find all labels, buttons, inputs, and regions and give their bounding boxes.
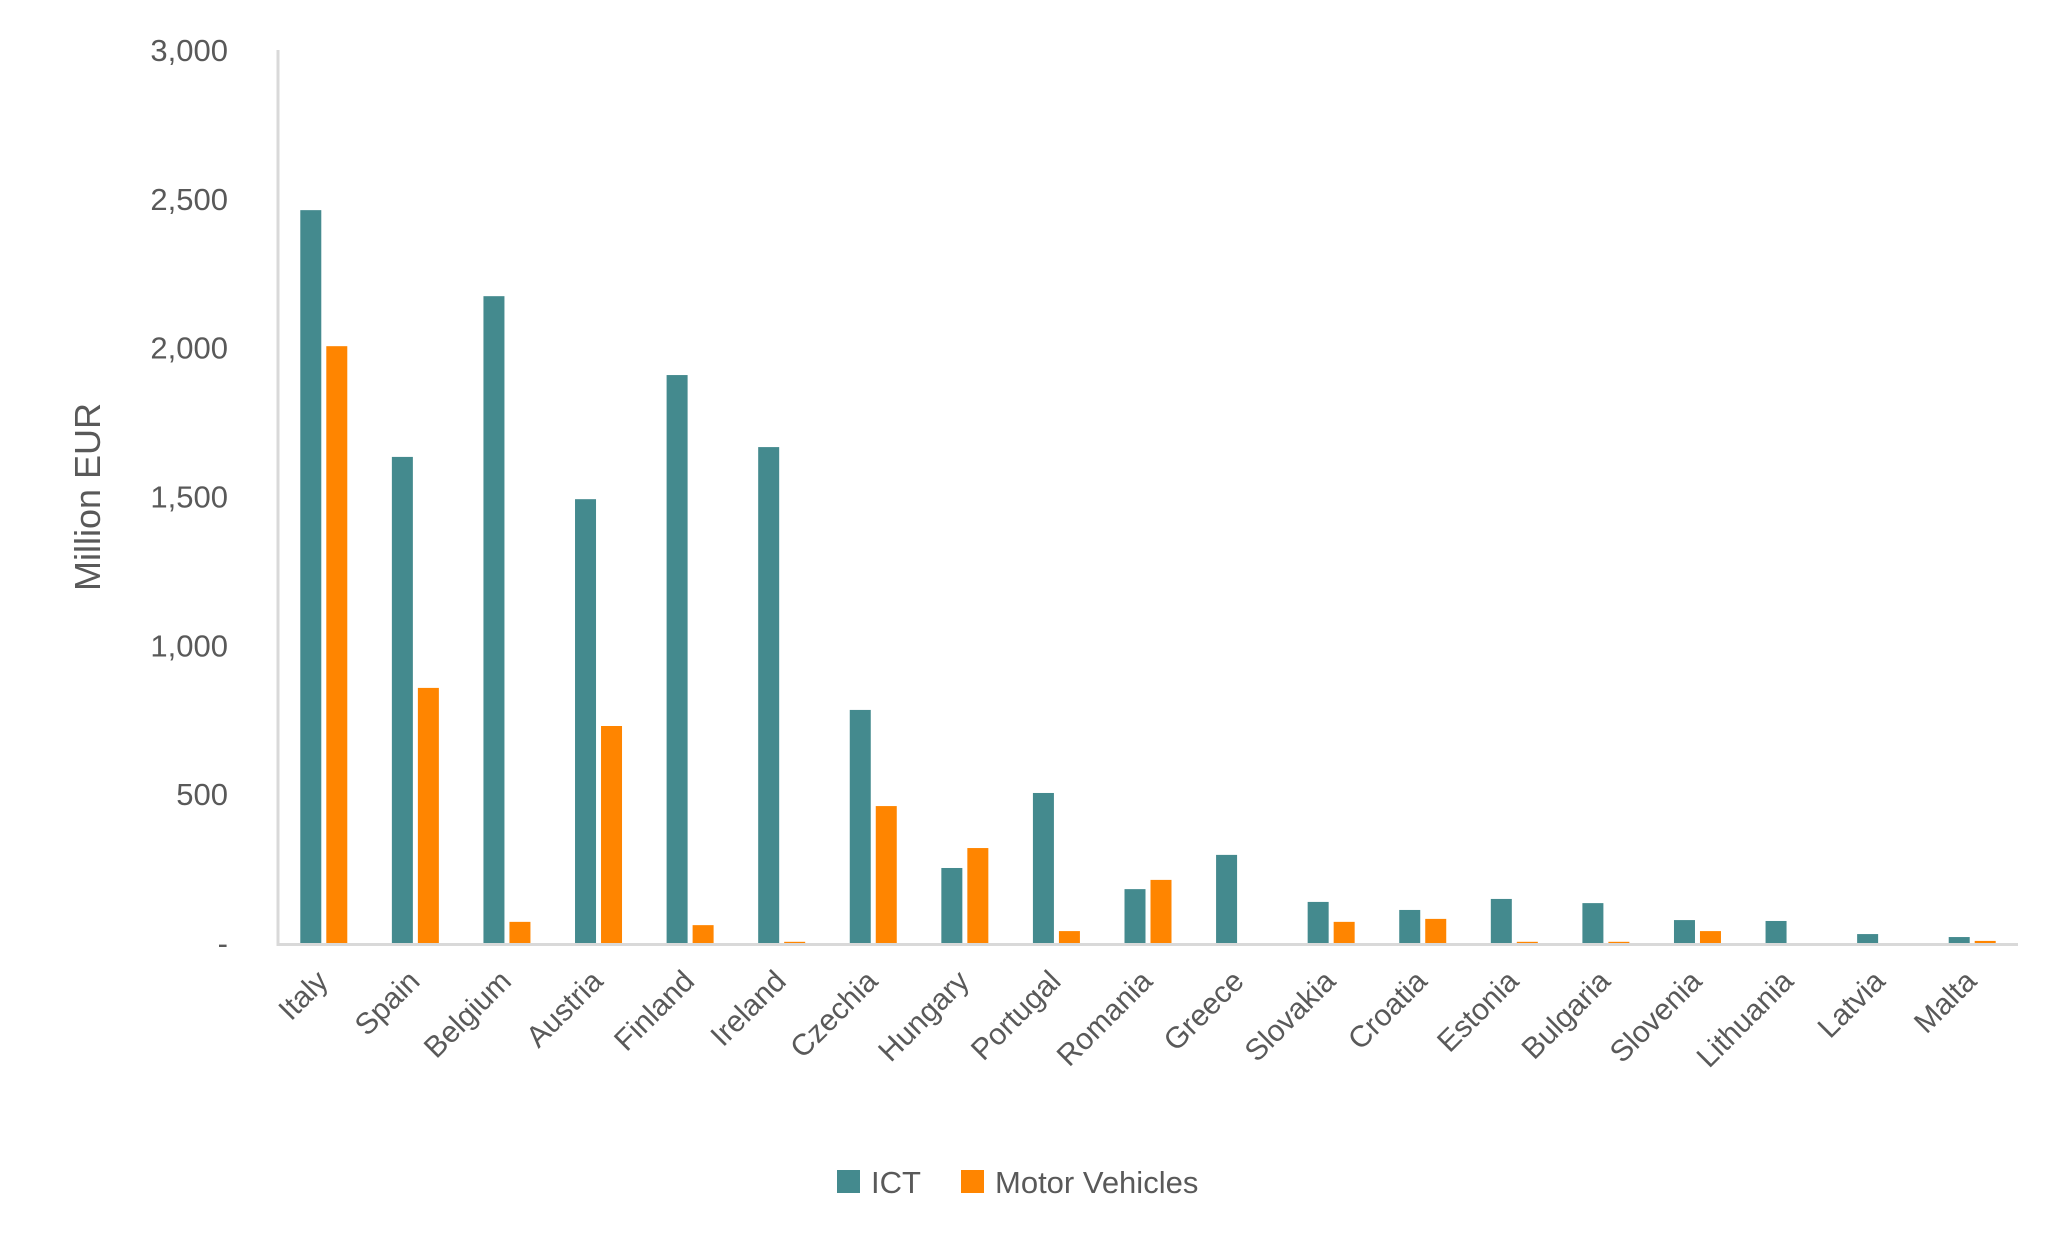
bar-ict (1857, 934, 1879, 943)
bar-motor-vehicles (601, 726, 623, 943)
bar-motor-vehicles (1699, 931, 1721, 943)
bar-motor-vehicles (1333, 921, 1355, 943)
bar-motor-vehicles (692, 925, 714, 943)
bar-motor-vehicles (875, 806, 897, 943)
bar-motor-vehicles (1516, 941, 1538, 943)
x-tick-label: Estonia (1431, 964, 1525, 1058)
x-tick-label: Spain (349, 965, 427, 1043)
x-tick-label: Belgium (418, 965, 518, 1065)
bar-motor-vehicles (509, 921, 531, 943)
bar-motor-vehicles (784, 941, 806, 943)
bar-motor-vehicles (1608, 941, 1630, 943)
x-tick-label: Slovakia (1239, 964, 1343, 1068)
x-tick-label: Finland (608, 965, 701, 1058)
legend-label-ict: ICT (871, 1165, 921, 1200)
bar-ict (1216, 854, 1238, 943)
bar-ict (849, 709, 871, 943)
bar-motor-vehicles (1974, 940, 1996, 943)
bar-motor-vehicles (1425, 918, 1447, 943)
x-tick-label: Hungary (872, 965, 976, 1069)
x-tick-label: Croatia (1342, 964, 1434, 1056)
x-tick-label: Austria (520, 964, 610, 1054)
bar-motor-vehicles (326, 346, 348, 943)
y-tick-label: - (218, 926, 228, 961)
legend-label-motor-vehicles: Motor Vehicles (995, 1165, 1198, 1200)
bar-motor-vehicles (1150, 879, 1172, 943)
y-tick-label: 2,500 (150, 182, 228, 217)
bar-ict (1765, 920, 1787, 943)
x-tick-label: Malta (1908, 964, 1983, 1039)
y-tick-label: 500 (176, 777, 228, 812)
bar-ict (1124, 889, 1146, 943)
x-tick-label: Italy (272, 965, 334, 1027)
x-tick-label: Romania (1051, 964, 1159, 1072)
bar-ict (666, 375, 688, 943)
y-tick-label: 3,000 (150, 33, 228, 68)
bars (300, 210, 1996, 944)
x-tick-label: Czechia (784, 964, 884, 1064)
y-tick-label: 1,000 (150, 628, 228, 663)
legend-swatch-ict (837, 1170, 860, 1193)
x-tick-label: Greece (1158, 965, 1251, 1058)
x-tick-label: Latvia (1812, 964, 1892, 1044)
bar-motor-vehicles (967, 848, 989, 943)
bar-ict (1582, 903, 1604, 943)
bar-ict (1673, 920, 1695, 943)
bar-ict (1948, 937, 1970, 943)
bar-ict (483, 296, 505, 944)
bar-ict (1399, 909, 1421, 943)
x-tick-label: Lithuania (1691, 964, 1801, 1074)
bar-ict (1490, 898, 1512, 943)
bar-ict (575, 499, 597, 943)
x-tick-label: Bulgaria (1516, 964, 1617, 1065)
y-tick-label: 2,000 (150, 331, 228, 366)
bar-motor-vehicles (1058, 931, 1080, 943)
y-tick-label: 1,500 (150, 480, 228, 515)
x-tick-label: Ireland (704, 965, 792, 1053)
bar-ict (758, 447, 780, 943)
bar-ict (1307, 901, 1329, 943)
legend: ICT Motor Vehicles (837, 1165, 1198, 1200)
y-axis-title: Million EUR (67, 403, 108, 591)
y-axis-ticks: - 500 1,000 1,500 2,000 2,500 3,000 (150, 33, 228, 961)
bar-ict (391, 456, 413, 943)
bar-ict (941, 867, 963, 943)
bar-ict (1032, 792, 1054, 943)
legend-swatch-motor-vehicles (961, 1170, 984, 1193)
bar-ict (300, 210, 322, 944)
bar-motor-vehicles (417, 687, 439, 943)
